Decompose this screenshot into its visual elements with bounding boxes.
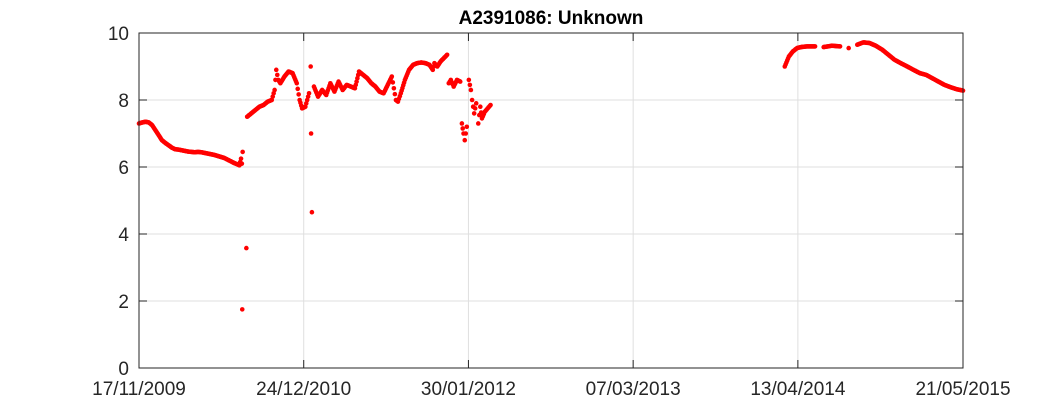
- data-point: [388, 75, 394, 81]
- tick-marks: [138, 32, 964, 369]
- data-point: [308, 131, 314, 136]
- x-tick-label: 17/11/2009: [92, 379, 186, 400]
- axes-box: [138, 32, 964, 369]
- data-point: [268, 98, 274, 103]
- data-point: [846, 45, 851, 51]
- data-point: [469, 97, 475, 103]
- data-point: [244, 245, 249, 251]
- y-tick-labels: 0 2 4 6 8 10: [108, 24, 130, 380]
- grid-lines: [139, 33, 963, 368]
- y-tick-label: 0: [118, 359, 129, 380]
- data-point: [240, 149, 245, 155]
- data-point: [274, 72, 280, 78]
- x-tick-label: 24/12/2010: [256, 379, 351, 400]
- y-tick-label: 2: [118, 292, 129, 313]
- x-tick-label: 13/04/2014: [750, 379, 846, 400]
- data-point: [302, 104, 307, 110]
- data-point: [305, 94, 311, 99]
- data-point: [295, 86, 301, 92]
- data-point: [475, 121, 481, 126]
- y-tick-label: 10: [108, 24, 129, 45]
- x-tick-label: 21/05/2015: [915, 379, 1010, 400]
- data-point: [467, 82, 473, 88]
- data-point: [959, 88, 965, 93]
- data-point: [472, 106, 478, 111]
- data-point: [239, 307, 245, 312]
- data-point: [464, 124, 470, 130]
- data-point: [836, 44, 842, 49]
- data-point: [401, 80, 407, 85]
- data-point: [309, 209, 315, 215]
- data-point: [271, 91, 276, 96]
- data-point: [463, 131, 469, 136]
- x-tick-labels: 17/11/2009 24/12/2010 30/01/2012 07/03/2013…: [92, 379, 1010, 400]
- data-point: [293, 78, 299, 84]
- data-point: [457, 78, 462, 84]
- data-point: [811, 44, 817, 49]
- data-point: [392, 91, 398, 97]
- y-tick-label: 6: [118, 158, 129, 179]
- data-point: [487, 103, 492, 109]
- data-point: [466, 77, 472, 83]
- data-point: [471, 111, 477, 116]
- data-point: [481, 111, 487, 117]
- data-point: [460, 126, 465, 131]
- data-point: [391, 85, 397, 91]
- data-point: [308, 64, 313, 69]
- data-point: [237, 159, 243, 165]
- data-point: [459, 121, 465, 126]
- data-point: [397, 93, 403, 99]
- x-tick-label: 07/03/2013: [586, 379, 681, 400]
- data-point: [478, 104, 483, 109]
- data-point: [468, 87, 474, 93]
- data-point: [462, 137, 468, 143]
- data-point: [444, 53, 449, 58]
- x-tick-label: 30/01/2012: [421, 379, 516, 400]
- plot-background: [139, 33, 963, 368]
- data-point: [390, 80, 396, 85]
- data-points: [136, 40, 966, 312]
- data-point: [273, 67, 279, 73]
- data-point: [473, 101, 479, 106]
- y-tick-label: 4: [118, 225, 129, 246]
- y-tick-label: 8: [118, 91, 129, 112]
- data-point: [296, 92, 301, 97]
- data-point: [273, 77, 278, 83]
- chart-title: A2391086: Unknown: [459, 8, 644, 29]
